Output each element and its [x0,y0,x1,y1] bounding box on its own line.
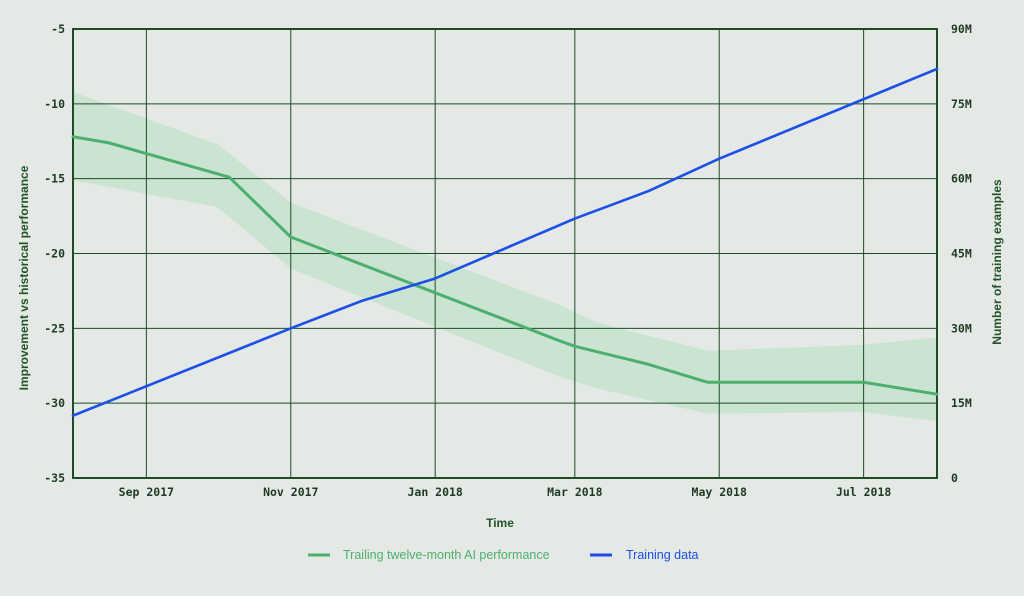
y-left-tick-label: -15 [44,172,65,186]
confidence-band [73,91,937,422]
y-left-tick-label: -10 [44,97,65,111]
y-left-tick-label: -25 [44,321,65,335]
axis-layer: -35 -30 -25 -20 -15 -10 -5 0 15M 30M 45M 60M 75M 90M S… [44,22,972,499]
y-right-tick-label: 0 [951,471,958,485]
series-line-training-data [71,67,939,417]
legend: Trailing twelve-month AI performance Tra… [308,548,699,562]
series-line-ai-performance [71,135,939,396]
y-axis-left-title: Improvement vs historical performance [17,165,31,390]
y-right-tick-label: 15M [951,396,972,410]
x-tick-label: Jan 2018 [407,485,462,499]
x-tick-label: Nov 2017 [263,485,318,499]
y-left-tick-label: -5 [51,22,65,36]
series-layer [71,67,939,417]
confidence-band-layer [73,91,937,422]
x-tick-label: May 2018 [692,485,747,499]
y-right-tick-label: 30M [951,321,972,335]
y-right-tick-label: 75M [951,97,972,111]
x-tick-label: Jul 2018 [836,485,891,499]
y-right-tick-label: 60M [951,172,972,186]
x-tick-label: Sep 2017 [119,485,174,499]
x-tick-label: Mar 2018 [547,485,602,499]
y-left-tick-label: -20 [44,247,65,261]
legend-label-training-data: Training data [626,548,699,562]
grid-layer [72,28,938,479]
y-left-tick-label: -35 [44,471,65,485]
x-axis-title: Time [486,516,514,530]
y-right-tick-label: 45M [951,247,972,261]
y-axis-right-title: Number of training examples [990,179,1004,345]
y-right-tick-label: 90M [951,22,972,36]
plot-frame [72,28,938,479]
legend-label-ai-performance: Trailing twelve-month AI performance [343,548,550,562]
y-left-tick-label: -30 [44,396,65,410]
